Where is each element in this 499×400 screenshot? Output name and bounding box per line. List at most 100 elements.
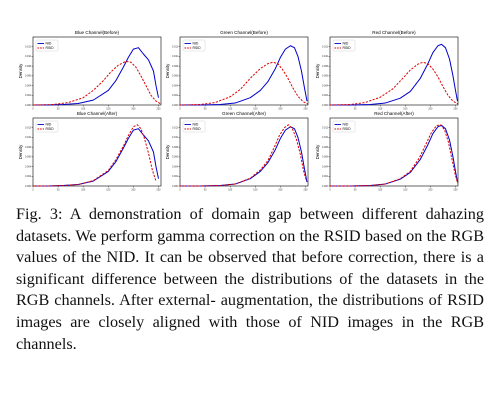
y-tick-label: 0.008 [25,65,32,68]
y-tick-label: 0.000 [172,104,179,107]
x-tick-label: 0 [179,108,181,111]
x-tick-label: 50 [354,108,357,111]
x-tick-label: 100 [81,108,86,111]
y-tick-label: 0.012 [172,46,179,49]
series-line-rsid [180,124,307,187]
axes-frame [329,36,459,106]
legend-label: RSID [46,127,55,131]
x-tick-label: 150 [253,189,258,192]
y-tick-label: 0.012 [322,127,329,130]
y-tick-label: 0.004 [25,84,32,87]
y-tick-label: 0.010 [25,136,32,139]
x-tick-label: 200 [131,189,136,192]
x-tick-label: 0 [329,108,331,111]
series-line-nid [180,126,308,187]
series-line-nid [330,124,458,187]
y-tick-label: 0.004 [322,84,329,87]
y-tick-label: 0.000 [322,185,329,188]
series-line-rsid [330,124,458,187]
y-tick-label: 0.006 [25,156,32,159]
subplot-title: Red Channel(After) [374,111,414,116]
x-tick-label: 100 [378,108,383,111]
y-tick-label: 0.010 [25,55,32,58]
x-tick-label: 0 [32,108,34,111]
x-tick-label: 50 [57,189,60,192]
y-tick-label: 0.008 [322,65,329,68]
y-tick-label: 0.002 [322,175,329,178]
y-tick-label: 0.006 [322,156,329,159]
x-tick-label: 200 [278,108,283,111]
axes-frame [179,36,309,106]
y-tick-label: 0.006 [25,75,32,78]
subplot-6: Red Channel(After) Density 0 50 100 150 200 250… [315,111,459,192]
y-tick-label: 0.008 [172,65,179,68]
axes-frame [32,117,162,187]
legend-label: NID [343,42,349,46]
legend-label: RSID [46,46,55,50]
x-tick-label: 250 [303,189,308,192]
y-tick-label: 0.010 [172,136,179,139]
subplot-3: Red Channel(Before) Density 0 50 100 150 200 25… [315,30,459,111]
y-tick-label: 0.004 [172,165,179,168]
y-tick-label: 0.004 [172,84,179,87]
x-tick-label: 150 [403,108,408,111]
y-tick-label: 0.010 [322,136,329,139]
y-tick-label: 0.004 [25,165,32,168]
x-tick-label: 0 [179,189,181,192]
y-tick-label: 0.006 [172,75,179,78]
x-tick-label: 200 [278,189,283,192]
subplot-title: Red Channel(Before) [372,30,416,35]
y-axis-label: Density [165,144,170,159]
axes-frame [329,117,459,187]
subplot-2: Green Channel(Before) Density 0 50 100 150 200… [165,30,309,111]
x-tick-label: 250 [453,108,458,111]
y-tick-label: 0.002 [172,175,179,178]
axes-frame [32,36,162,106]
x-tick-label: 100 [81,189,86,192]
legend-label: NID [193,42,199,46]
y-tick-label: 0.012 [25,46,32,49]
series-line-rsid [32,60,162,106]
y-tick-label: 0.000 [322,104,329,107]
series-line-nid [330,43,458,106]
legend-label: RSID [343,127,352,131]
legend-label: NID [343,123,349,127]
y-tick-label: 0.004 [322,165,329,168]
x-tick-label: 100 [228,108,233,111]
subplot-4: Blue Channel(After) Density 0 50 100 150 200 25… [18,111,162,192]
chart-figure: Blue Channel(Before) Density 0 50 100 150 200 2… [18,30,459,192]
y-tick-label: 0.002 [322,94,329,97]
series-line-nid [33,47,159,106]
legend-label: NID [193,123,199,127]
x-tick-label: 0 [329,189,331,192]
x-tick-label: 150 [253,108,258,111]
subplot-5: Green Channel(After) Density 0 50 100 150 200 2… [165,111,309,192]
x-tick-label: 0 [32,189,34,192]
legend-label: RSID [193,46,202,50]
legend-label: RSID [193,127,202,131]
y-tick-label: 0.006 [172,156,179,159]
y-tick-label: 0.002 [172,94,179,97]
x-tick-label: 200 [428,108,433,111]
y-tick-label: 0.010 [322,55,329,58]
x-tick-label: 50 [204,108,207,111]
y-tick-label: 0.002 [25,94,32,97]
subplot-title: Blue Channel(Before) [75,30,120,35]
series-line-rsid [329,61,459,106]
x-tick-label: 150 [106,189,111,192]
y-axis-label: Density [18,144,23,159]
y-tick-label: 0.008 [322,146,329,149]
x-tick-label: 50 [57,108,60,111]
x-tick-label: 100 [228,189,233,192]
y-tick-label: 0.012 [25,127,32,130]
subplot-title: Blue Channel(After) [77,111,118,116]
x-tick-label: 250 [156,108,161,111]
axes-frame [179,117,309,187]
x-tick-label: 50 [204,189,207,192]
x-tick-label: 250 [303,108,308,111]
y-tick-label: 0.010 [172,55,179,58]
series-line-rsid [179,61,309,106]
x-tick-label: 250 [453,189,458,192]
legend-label: NID [46,42,52,46]
y-axis-label: Density [315,63,320,78]
